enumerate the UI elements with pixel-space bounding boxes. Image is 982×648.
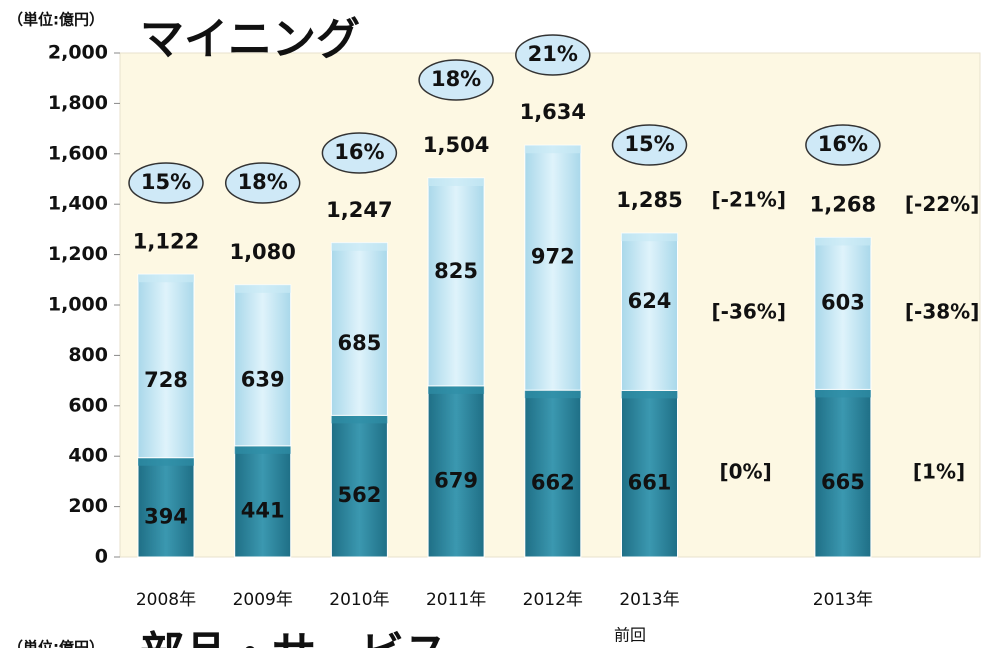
total-label: 1,285 (616, 188, 682, 212)
margin-oval (611, 124, 688, 166)
bar-bevel (428, 385, 485, 394)
y-tick-label: 2,000 (48, 42, 108, 64)
change-label: [-38%] (905, 300, 979, 324)
total-label: 1,634 (520, 100, 586, 124)
y-tick-label: 1,800 (48, 92, 108, 114)
next-title: 部品・サービス (140, 628, 448, 648)
margin-oval (418, 59, 494, 101)
change-label: [0%] (720, 460, 772, 484)
category-note: 前回 (614, 626, 646, 645)
y-tick-label: 1,000 (48, 294, 108, 316)
bar-bevel (138, 457, 194, 466)
y-tick-label: 1,600 (48, 142, 108, 164)
x-tick-label: 2008年 (136, 590, 196, 610)
margin-label: 15% (624, 132, 674, 156)
segment-label: 728 (144, 368, 188, 392)
x-tick-label: 2009年 (233, 590, 293, 610)
y-tick-label: 0 (95, 546, 108, 568)
bar-bevel (138, 274, 194, 283)
margin-label: 21% (528, 42, 578, 66)
total-label: 1,247 (326, 198, 392, 222)
margin-oval (321, 132, 398, 174)
x-tick-label: 2013年 (619, 590, 679, 610)
bar-segment (621, 389, 678, 558)
bar-segment (814, 236, 872, 390)
total-label: 1,504 (423, 133, 489, 157)
bar-bevel (428, 177, 485, 186)
bar-segment (234, 445, 292, 558)
bar-segment (427, 177, 485, 387)
bar-segment (330, 242, 388, 416)
bar-bevel (814, 389, 871, 398)
margin-oval (128, 162, 204, 204)
bar-segment (621, 232, 678, 391)
total-label: 1,080 (229, 240, 295, 264)
unit-label: （単位:億円） (8, 11, 104, 29)
segment-label: 685 (337, 331, 381, 355)
margin-label: 18% (431, 67, 481, 91)
segment-label: 639 (241, 367, 285, 391)
margin-oval (224, 162, 301, 204)
segment-label: 603 (821, 290, 865, 314)
bar-bevel (234, 284, 291, 293)
segment-label: 665 (821, 470, 865, 494)
bar-segment (814, 388, 872, 558)
segment-label: 562 (337, 483, 381, 507)
change-label: [-21%] (712, 188, 786, 212)
chart-title: マイニング (140, 14, 360, 65)
segment-label: 441 (241, 498, 285, 522)
bar-bevel (331, 242, 388, 251)
next-unit-label: （単位:億円） (8, 639, 104, 648)
margin-oval (805, 124, 881, 166)
y-tick-label: 1,400 (48, 193, 108, 215)
x-tick-label: 2010年 (329, 590, 389, 610)
bar-bevel (234, 445, 291, 454)
segment-label: 661 (628, 471, 672, 495)
bar-segment (234, 284, 292, 447)
margin-label: 16% (818, 132, 868, 156)
bar-segment (427, 385, 485, 558)
margin-oval (515, 34, 591, 76)
y-tick-label: 1,200 (48, 243, 108, 265)
margin-label: 18% (238, 170, 288, 194)
bar-segment (137, 457, 195, 558)
bar-bevel (524, 145, 581, 154)
y-tick-label: 400 (68, 445, 108, 467)
bar-segment (330, 414, 388, 558)
bar-segment (524, 144, 582, 391)
bar-bevel (331, 415, 388, 424)
segment-label: 679 (434, 468, 478, 492)
bar-bevel (814, 237, 871, 246)
y-tick-label: 600 (68, 394, 108, 416)
margin-label: 16% (334, 140, 384, 164)
y-tick-label: 800 (68, 344, 108, 366)
margin-label: 15% (141, 170, 191, 194)
bar-segment (137, 273, 195, 459)
segment-label: 394 (144, 504, 188, 528)
x-tick-label: 2011年 (426, 590, 486, 610)
segment-label: 662 (531, 471, 575, 495)
segment-label: 624 (628, 289, 672, 313)
bar-bevel (621, 233, 678, 242)
total-label: 1,268 (810, 192, 876, 216)
x-tick-label: 2013年 (813, 590, 873, 610)
change-label: [1%] (913, 460, 965, 484)
y-tick-label: 200 (68, 495, 108, 517)
change-label: [-36%] (712, 300, 786, 324)
total-label: 1,122 (133, 229, 199, 253)
bar-bevel (524, 390, 581, 399)
change-label: [-22%] (905, 192, 979, 216)
bar-segment (524, 389, 582, 558)
segment-label: 825 (434, 259, 478, 283)
x-tick-label: 2012年 (523, 590, 583, 610)
bar-bevel (621, 390, 678, 399)
segment-label: 972 (531, 245, 575, 269)
